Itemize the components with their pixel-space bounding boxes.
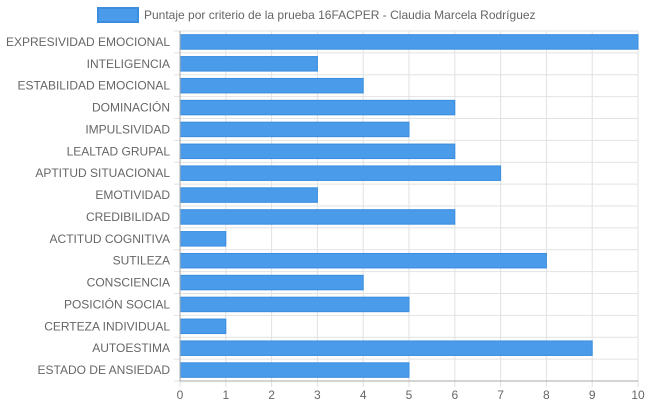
category-label: CERTEZA INDIVIDUAL <box>44 319 170 333</box>
x-tick-label: 7 <box>497 388 504 402</box>
bar[interactable] <box>179 296 410 313</box>
bar[interactable] <box>179 231 227 247</box>
category-label: CONSCIENCIA <box>87 276 170 290</box>
x-tick-label: 9 <box>589 388 596 402</box>
x-tick-label: 0 <box>177 388 184 402</box>
category-label: EMOTIVIDAD <box>95 188 170 202</box>
bar[interactable] <box>179 143 456 160</box>
bar[interactable] <box>179 77 364 94</box>
category-label: AUTOESTIMA <box>92 341 170 355</box>
bar[interactable] <box>179 318 227 335</box>
bar[interactable] <box>179 34 639 50</box>
x-tick-label: 4 <box>360 388 367 402</box>
legend[interactable]: Puntaje por criterio de la prueba 16FACP… <box>97 7 536 23</box>
legend-swatch <box>97 7 139 23</box>
x-tick-labels: 0 1 2 3 4 5 6 7 8 9 10 <box>177 388 645 402</box>
category-label: CREDIBILIDAD <box>86 210 170 224</box>
bar[interactable] <box>179 340 593 356</box>
bar[interactable] <box>179 121 410 138</box>
bar[interactable] <box>179 187 318 203</box>
category-labels: EXPRESIVIDAD EMOCIONAL INTELIGENCIA ESTABI… <box>6 35 170 377</box>
x-tick-label: 6 <box>451 388 458 402</box>
category-label: EXPRESIVIDAD EMOCIONAL <box>6 35 170 49</box>
legend-label: Puntaje por criterio de la prueba 16FACP… <box>144 8 536 22</box>
x-tick-label: 1 <box>222 388 229 402</box>
category-label: IMPULSIVIDAD <box>85 122 170 136</box>
bar[interactable] <box>179 56 318 72</box>
category-label: ESTADO DE ANSIEDAD <box>38 363 171 377</box>
x-tick-label: 3 <box>314 388 321 402</box>
x-tick-label: 5 <box>406 388 413 402</box>
bar[interactable] <box>179 209 456 225</box>
axes <box>179 31 638 382</box>
gridlines <box>174 30 639 387</box>
category-label: ACTITUD COGNITIVA <box>50 232 170 246</box>
x-tick-label: 10 <box>631 388 645 402</box>
category-label: APTITUD SITUACIONAL <box>35 166 170 180</box>
category-label: POSICIÓN SOCIAL <box>64 296 170 311</box>
bar[interactable] <box>179 99 456 116</box>
category-label: LEALTAD GRUPAL <box>67 144 171 158</box>
bar[interactable] <box>179 274 364 291</box>
bar[interactable] <box>179 252 547 269</box>
x-tick-label: 2 <box>268 388 275 402</box>
category-label: ESTABILIDAD EMOCIONAL <box>18 79 171 93</box>
bar[interactable] <box>179 165 502 181</box>
bar[interactable] <box>179 362 410 378</box>
category-label: INTELIGENCIA <box>87 57 170 71</box>
category-label: DOMINACIÓN <box>92 100 170 115</box>
x-tick-label: 8 <box>543 388 550 402</box>
category-label: SUTILEZA <box>113 254 170 268</box>
